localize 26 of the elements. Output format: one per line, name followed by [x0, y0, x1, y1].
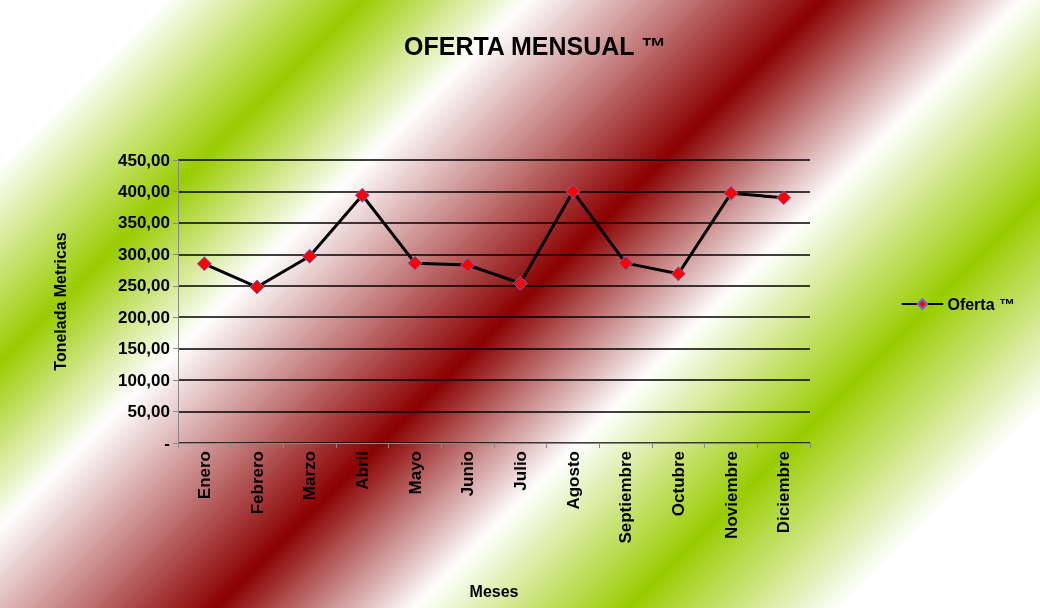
x-tick-label: Febrero — [247, 451, 267, 515]
y-tick-label: 300,00 — [118, 244, 170, 264]
y-tick-label: 200,00 — [118, 307, 170, 327]
y-tick-label: 450,00 — [118, 150, 170, 170]
x-tick-label: Abril — [352, 451, 372, 490]
x-tick-label: Octubre — [668, 451, 688, 517]
y-tick-label: 150,00 — [118, 339, 170, 359]
y-axis-title: Tonelada Metricas — [51, 232, 69, 371]
y-tick-label: 400,00 — [118, 181, 170, 201]
x-tick-label: Enero — [194, 451, 214, 500]
y-tick-label: 250,00 — [118, 276, 170, 296]
y-tick-label: - — [164, 433, 170, 453]
x-tick-label: Septiembre — [616, 451, 636, 544]
x-tick-label: Diciembre — [774, 451, 794, 534]
chart-title: OFERTA MENSUAL ™ — [403, 31, 667, 60]
y-tick-label: 100,00 — [118, 370, 170, 390]
x-tick-label: Junio — [458, 451, 478, 497]
y-tick-label: 350,00 — [118, 213, 170, 233]
x-axis-title: Meses — [469, 582, 519, 600]
x-tick-label: Mayo — [405, 451, 425, 495]
y-tick-label: 50,00 — [127, 402, 170, 422]
x-tick-label: Julio — [510, 451, 530, 491]
x-tick-label: Noviembre — [721, 451, 741, 539]
x-tick-label: Marzo — [300, 451, 320, 501]
legend-label: Oferta ™ — [947, 295, 1016, 313]
x-tick-label: Agosto — [563, 451, 583, 510]
